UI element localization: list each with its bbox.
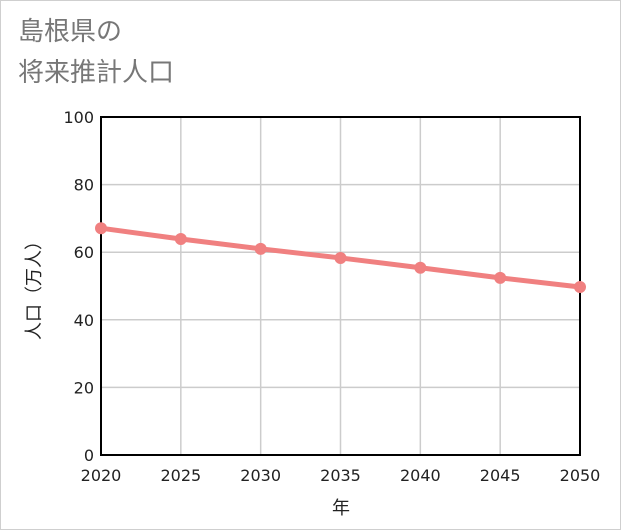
x-axis-title: 年 [332, 498, 350, 519]
data-point-2020 [95, 222, 107, 235]
data-point-2030 [254, 242, 267, 255]
x-tick-label: 2045 [480, 466, 521, 485]
grid-lines [100, 116, 581, 456]
y-axis-title: 人口（万人） [24, 232, 45, 340]
x-tick-label: 2050 [560, 466, 601, 485]
chart-title-line1: 島根県の [18, 17, 123, 47]
x-tick-label: 2040 [400, 466, 441, 485]
x-tick-label: 2030 [240, 466, 281, 485]
x-tick-label: 2025 [160, 466, 201, 485]
y-tick-label: 80 [74, 176, 94, 195]
chart-title-line2: 将来推計人口 [18, 58, 175, 88]
y-tick-label: 20 [74, 378, 94, 397]
x-tick-label: 2020 [81, 466, 122, 485]
x-tick-label: 2035 [320, 466, 361, 485]
series-group [95, 222, 586, 294]
y-axis-ticks: 0 20 40 60 80 100 [63, 108, 94, 465]
x-axis-ticks: 2020 2025 2030 2035 2040 2045 2050 [81, 466, 601, 485]
y-tick-label: 60 [74, 243, 94, 262]
y-tick-label: 100 [63, 108, 94, 127]
data-point-2040 [414, 261, 427, 274]
y-tick-label: 40 [74, 311, 94, 330]
data-point-2050 [574, 281, 586, 294]
data-point-2045 [494, 271, 507, 284]
chart-title: 島根県の 将来推計人口 [18, 12, 174, 94]
y-tick-label: 0 [84, 446, 94, 465]
data-point-2025 [174, 233, 187, 246]
data-point-2035 [334, 251, 347, 264]
